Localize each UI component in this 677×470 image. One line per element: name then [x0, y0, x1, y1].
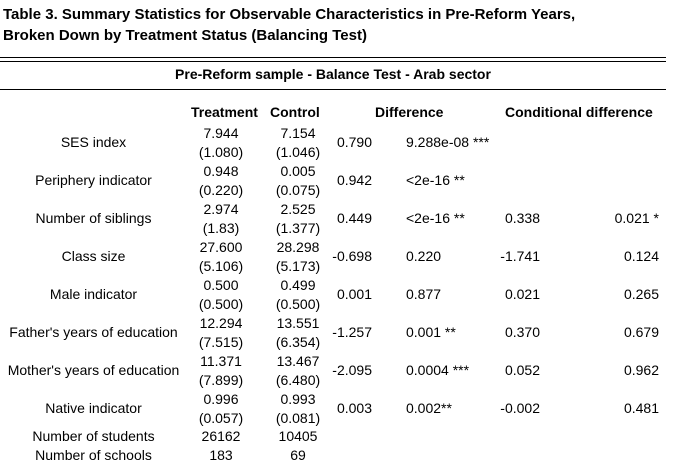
control-se: (0.075) — [275, 182, 321, 198]
difference-value: -2.095 — [332, 362, 372, 378]
control-se: (0.081) — [275, 410, 321, 426]
top-rule-double — [0, 61, 666, 62]
treatment-mean: 11.371 — [200, 353, 242, 369]
control-mean: 2.525 — [280, 201, 316, 217]
treatment-se: (1.080) — [198, 144, 244, 160]
difference-value: -1.257 — [332, 324, 372, 340]
treatment-se: (0.220) — [198, 182, 244, 198]
difference-value: 0.449 — [336, 210, 372, 226]
conditional-difference-pvalue: 0.962 — [623, 362, 659, 378]
table-title: Table 3. Summary Statistics for Observab… — [3, 4, 673, 46]
control-se: (1.377) — [275, 220, 321, 236]
conditional-difference-value: -0.002 — [500, 400, 540, 416]
row-label: Number of siblings — [35, 210, 152, 226]
treatment-se: (0.500) — [198, 296, 244, 312]
header-conditional-difference: Conditional difference — [505, 104, 653, 120]
footer-treatment-value: 26162 — [201, 428, 241, 444]
difference-value: 0.001 — [336, 286, 372, 302]
treatment-se: (7.515) — [198, 334, 244, 350]
subtitle-rule — [0, 89, 666, 90]
difference-pvalue: 9.288e-08 *** — [406, 134, 490, 150]
row-label: Native indicator — [45, 400, 142, 416]
difference-pvalue: 0.002** — [406, 400, 452, 416]
row-label: Class size — [61, 248, 126, 264]
conditional-difference-pvalue: 0.481 — [623, 400, 659, 416]
treatment-se: (0.057) — [198, 410, 244, 426]
table-title-line-2: Broken Down by Treatment Status (Balanci… — [3, 27, 367, 44]
control-mean: 7.154 — [280, 125, 316, 141]
header-control: Control — [270, 104, 320, 120]
footer-control-value: 69 — [290, 447, 306, 463]
treatment-mean: 12.294 — [199, 315, 243, 331]
control-mean: 0.993 — [280, 391, 316, 407]
treatment-mean: 2.974 — [203, 201, 239, 217]
treatment-mean: 27.600 — [199, 239, 243, 255]
row-label: Father's years of education — [9, 324, 178, 340]
difference-value: 0.942 — [336, 172, 372, 188]
difference-pvalue: <2e-16 ** — [406, 210, 465, 226]
footer-control-value: 10405 — [278, 428, 318, 444]
control-mean: 13.467 — [276, 353, 320, 369]
control-se: (6.480) — [275, 372, 321, 388]
treatment-se: (1.83) — [202, 220, 240, 236]
top-rule — [0, 57, 666, 58]
header-difference: Difference — [375, 104, 444, 120]
control-mean: 28.298 — [276, 239, 320, 255]
conditional-difference-pvalue: 0.124 — [623, 248, 659, 264]
treatment-mean: 0.996 — [203, 391, 239, 407]
difference-pvalue: 0.220 — [406, 248, 442, 264]
conditional-difference-pvalue: 0.265 — [623, 286, 659, 302]
control-mean: 0.499 — [280, 277, 316, 293]
difference-pvalue: 0.001 ** — [406, 324, 456, 340]
conditional-difference-value: 0.338 — [504, 210, 540, 226]
difference-value: 0.790 — [336, 134, 372, 150]
treatment-mean: 0.948 — [203, 163, 239, 179]
row-label: Male indicator — [49, 286, 138, 302]
control-se: (1.046) — [275, 144, 321, 160]
treatment-se: (5.106) — [198, 258, 244, 274]
treatment-mean: 7.944 — [203, 125, 239, 141]
footer-treatment-value: 183 — [209, 447, 233, 463]
table-title-line-1: Table 3. Summary Statistics for Observab… — [3, 6, 576, 23]
footer-label: Number of schools — [35, 447, 152, 463]
difference-value: 0.003 — [336, 400, 372, 416]
conditional-difference-pvalue: 0.021 * — [614, 210, 659, 226]
difference-pvalue: 0.877 — [406, 286, 442, 302]
row-label: Periphery indicator — [35, 172, 152, 188]
control-se: (6.354) — [275, 334, 321, 350]
control-se: (0.500) — [275, 296, 321, 312]
difference-pvalue: <2e-16 ** — [406, 172, 465, 188]
footer-label: Number of students — [32, 428, 155, 444]
conditional-difference-value: 0.052 — [504, 362, 540, 378]
difference-value: -0.698 — [332, 248, 372, 264]
difference-pvalue: 0.0004 *** — [406, 362, 470, 378]
table-subtitle: Pre-Reform sample - Balance Test - Arab … — [175, 66, 491, 82]
control-mean: 13.551 — [276, 315, 320, 331]
row-label: Mother's years of education — [7, 362, 180, 378]
treatment-mean: 0.500 — [203, 277, 239, 293]
control-mean: 0.005 — [280, 163, 316, 179]
header-treatment: Treatment — [191, 104, 258, 120]
treatment-se: (7.899) — [198, 372, 244, 388]
row-label: SES index — [60, 134, 127, 150]
control-se: (5.173) — [275, 258, 321, 274]
conditional-difference-value: 0.021 — [504, 286, 540, 302]
conditional-difference-pvalue: 0.679 — [623, 324, 659, 340]
conditional-difference-value: 0.370 — [504, 324, 540, 340]
conditional-difference-value: -1.741 — [500, 248, 540, 264]
